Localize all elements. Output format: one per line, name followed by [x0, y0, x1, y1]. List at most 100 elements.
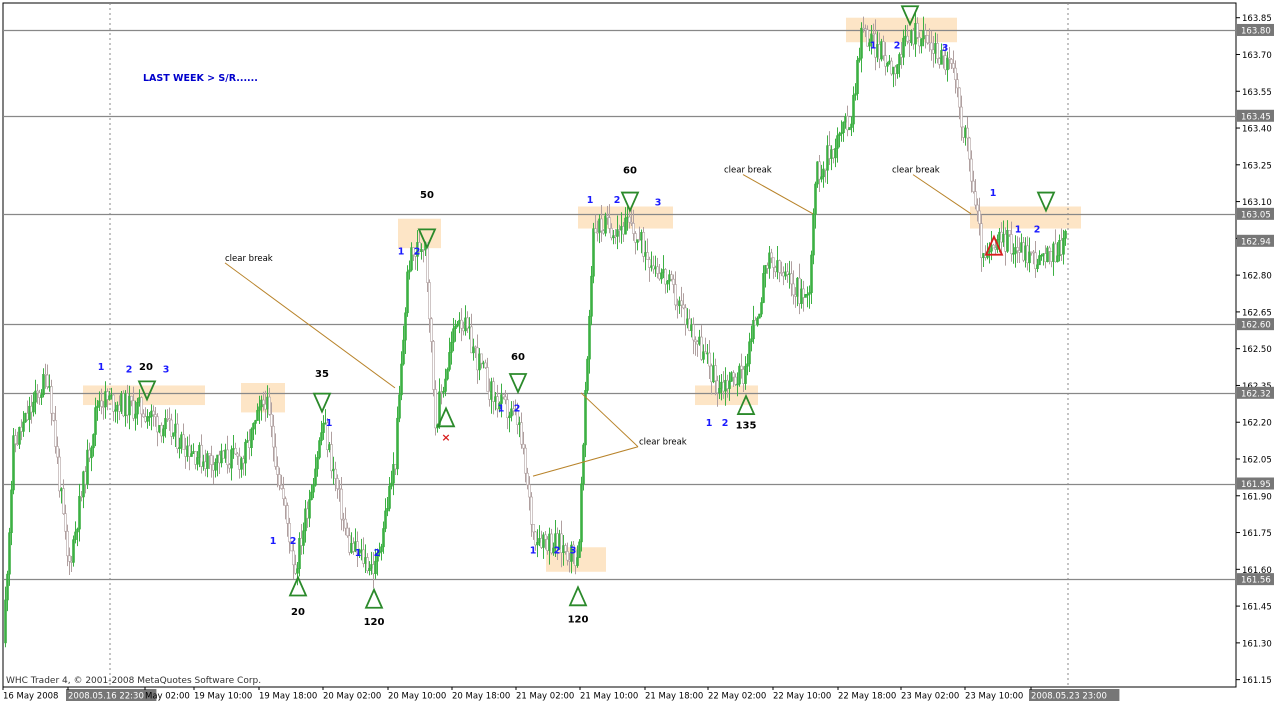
candle-body: [230, 449, 233, 469]
candle-body: [550, 533, 553, 554]
candle-body: [312, 484, 315, 493]
candle-body: [236, 453, 239, 457]
clear-break-line: [912, 174, 972, 215]
candle-body: [628, 216, 631, 223]
candle-body: [210, 455, 213, 465]
candle-body: [866, 29, 869, 47]
candle-body: [82, 471, 85, 498]
candle-body: [534, 531, 537, 546]
pip-count-label: 60: [623, 166, 637, 177]
price-axis: 163.85 163.70 163.55 163.40 163.25 163.10 162.…: [1236, 14, 1274, 686]
candle-body: [744, 365, 747, 384]
candle-body: [736, 383, 739, 386]
candle-body: [448, 352, 451, 370]
candle-body: [432, 341, 435, 390]
candle-body: [702, 351, 705, 360]
candle-body: [1038, 255, 1041, 266]
sr-zone: [970, 206, 1081, 229]
candle-body: [1062, 237, 1065, 255]
candle-body: [948, 57, 951, 60]
x-label-highlight: [66, 689, 157, 701]
candle-body: [508, 415, 511, 419]
candle-body: [150, 410, 153, 417]
candle-body: [234, 448, 237, 455]
candle-body: [1026, 245, 1029, 264]
candle-body: [162, 428, 165, 437]
pip-count-label: 35: [315, 369, 329, 380]
time-axis: 16 May 2008 2008.05.16 22:30 May 02:00 19 M…: [2, 687, 1120, 702]
candle-body: [274, 446, 277, 467]
candle-body: [768, 252, 771, 269]
candle-body: [806, 293, 809, 296]
clear-break-label: clear break: [225, 254, 273, 264]
candle-body: [268, 396, 271, 415]
touch-count-label: 2: [126, 364, 133, 375]
clear-break-line: [224, 262, 396, 389]
candle-body: [596, 231, 599, 234]
candle-body: [604, 215, 607, 234]
y-tick-label: 162.50: [1242, 345, 1272, 355]
candle-body: [392, 464, 395, 484]
candle-body: [592, 228, 595, 277]
candle-body: [158, 425, 161, 433]
candle-body: [246, 440, 249, 443]
candle-body: [382, 528, 385, 548]
candlesticks: [4, 11, 1067, 648]
candle-body: [840, 132, 843, 135]
candle-body: [216, 454, 219, 463]
candle-body: [974, 191, 977, 206]
candle-body: [812, 213, 815, 256]
candle-body: [814, 183, 817, 215]
sr-price-tag: 163.45: [1241, 112, 1271, 122]
candle-body: [1024, 245, 1027, 261]
candle-body: [808, 292, 811, 295]
pip-count-label: 20: [291, 607, 305, 618]
touch-count-label: 1: [98, 362, 105, 373]
candle-body: [570, 544, 573, 562]
candle-body: [316, 457, 319, 470]
candle-body: [188, 445, 191, 457]
candle-body: [54, 420, 57, 447]
candle-body: [1030, 251, 1033, 254]
touch-count-label: 1: [398, 247, 405, 258]
y-tick-label: 161.15: [1242, 676, 1272, 686]
candle-body: [672, 278, 675, 285]
pip-count-label: 20: [139, 362, 153, 373]
y-tick-label: 163.25: [1242, 161, 1272, 171]
pip-count-label: 120: [364, 617, 385, 628]
candle-body: [1016, 247, 1019, 251]
candle-body: [252, 423, 255, 430]
candle-body: [402, 339, 405, 365]
candle-body: [810, 254, 813, 293]
candle-body: [1012, 253, 1015, 255]
candle-body: [606, 215, 609, 218]
candle-body: [454, 325, 457, 329]
candle-body: [624, 217, 627, 235]
candle-body: [758, 313, 761, 319]
candle-body: [582, 444, 585, 485]
candle-body: [406, 271, 409, 314]
candle-body: [988, 250, 991, 253]
candle-body: [718, 388, 721, 393]
candle-body: [4, 599, 7, 644]
candle-body: [802, 288, 805, 298]
candle-body: [256, 409, 259, 421]
candle-body: [58, 456, 61, 492]
candle-body: [588, 315, 591, 360]
candle-body: [584, 390, 587, 446]
candle-body: [968, 137, 971, 160]
candle-body: [804, 294, 807, 298]
candle-body: [930, 42, 933, 51]
candle-body: [674, 284, 677, 306]
touch-count-label: 1: [530, 546, 537, 557]
candle-body: [858, 57, 861, 61]
candle-body: [408, 269, 411, 273]
candle-body: [864, 28, 867, 31]
candle-body: [290, 541, 293, 552]
candle-body: [1034, 252, 1037, 269]
candle-body: [1036, 264, 1039, 269]
candle-body: [144, 416, 147, 422]
candle-body: [390, 482, 393, 487]
candle-body: [212, 464, 215, 471]
candle-body: [822, 168, 825, 178]
